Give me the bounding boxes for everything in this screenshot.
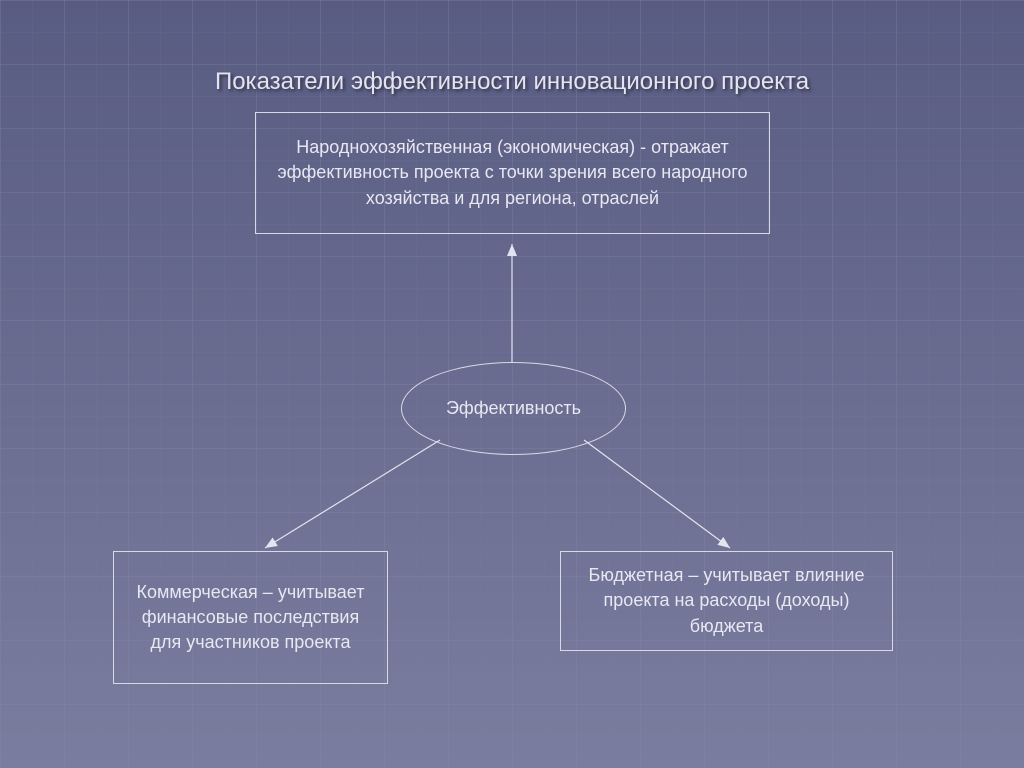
node-top-economic: Народнохозяйственная (экономическая) - о… bbox=[255, 112, 770, 234]
diagram-content: Показатели эффективности инновационного … bbox=[0, 0, 1024, 768]
slide-title: Показатели эффективности инновационного … bbox=[0, 68, 1024, 96]
node-top-label: Народнохозяйственная (экономическая) - о… bbox=[266, 135, 759, 211]
node-right-label: Бюджетная – учитывает влияние проекта на… bbox=[571, 563, 882, 639]
node-right-budget: Бюджетная – учитывает влияние проекта на… bbox=[560, 551, 893, 651]
node-center-label: Эффективность bbox=[446, 398, 581, 419]
node-left-label: Коммерческая – учитывает финансовые посл… bbox=[124, 580, 377, 656]
node-center-effectiveness: Эффективность bbox=[401, 362, 626, 455]
node-left-commercial: Коммерческая – учитывает финансовые посл… bbox=[113, 551, 388, 684]
